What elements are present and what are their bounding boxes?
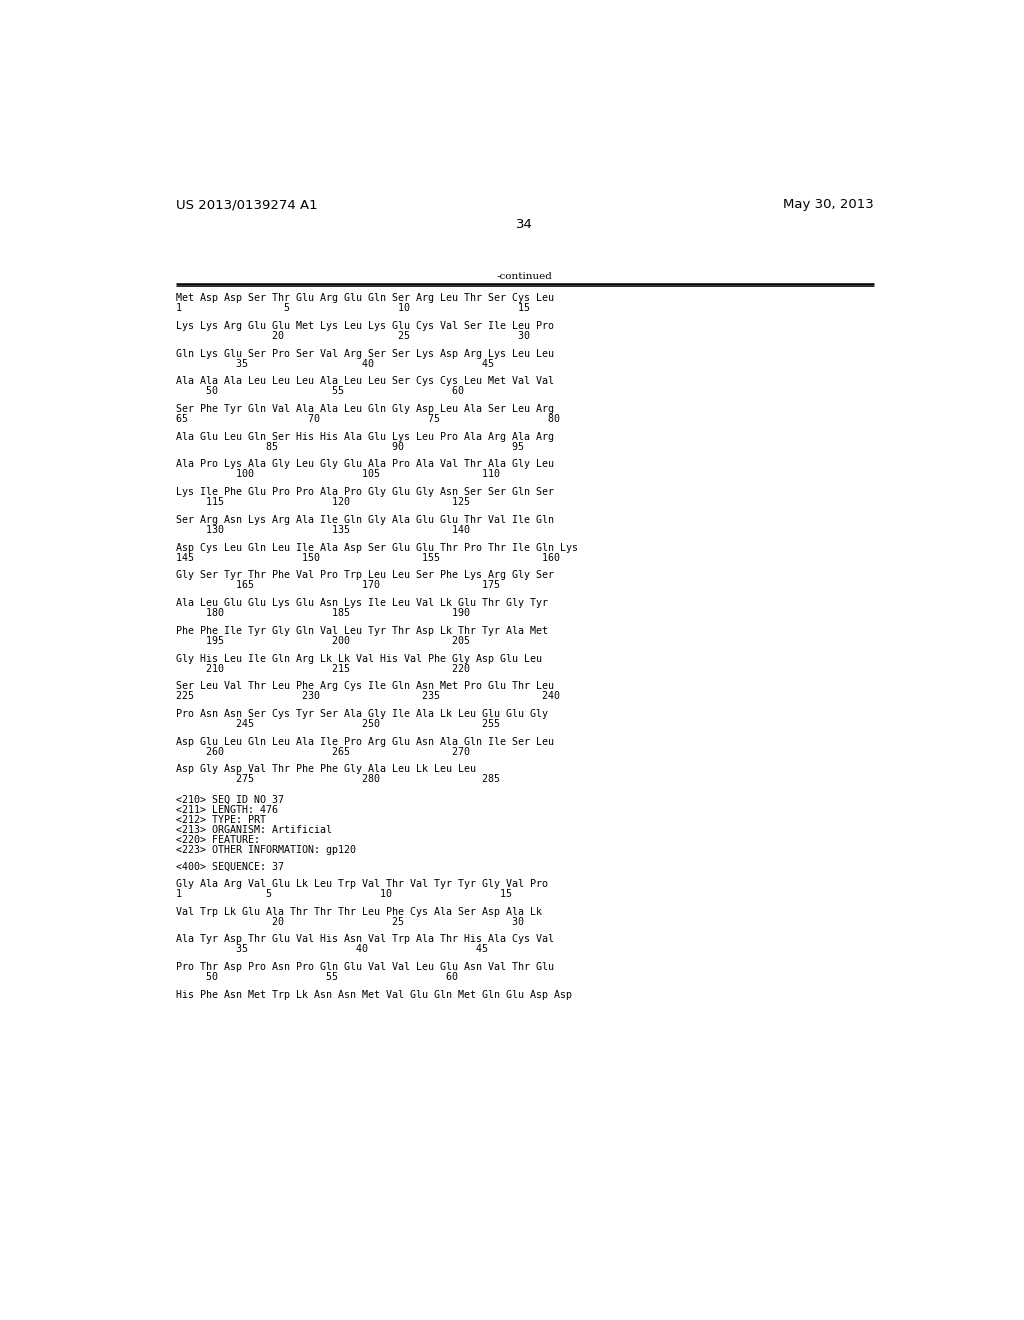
Text: 130                  135                 140: 130 135 140: [176, 525, 470, 535]
Text: <211> LENGTH: 476: <211> LENGTH: 476: [176, 805, 279, 816]
Text: <400> SEQUENCE: 37: <400> SEQUENCE: 37: [176, 861, 284, 871]
Text: 210                  215                 220: 210 215 220: [176, 664, 470, 673]
Text: 260                  265                 270: 260 265 270: [176, 747, 470, 756]
Text: Lys Ile Phe Glu Pro Pro Ala Pro Gly Glu Gly Asn Ser Ser Gln Ser: Lys Ile Phe Glu Pro Pro Ala Pro Gly Glu …: [176, 487, 554, 498]
Text: 145                  150                 155                 160: 145 150 155 160: [176, 553, 560, 562]
Text: Gly His Leu Ile Gln Arg Lk Lk Val His Val Phe Gly Asp Glu Leu: Gly His Leu Ile Gln Arg Lk Lk Val His Va…: [176, 653, 542, 664]
Text: 275                  280                 285: 275 280 285: [176, 775, 500, 784]
Text: 180                  185                 190: 180 185 190: [176, 609, 470, 618]
Text: Ser Leu Val Thr Leu Phe Arg Cys Ile Gln Asn Met Pro Glu Thr Leu: Ser Leu Val Thr Leu Phe Arg Cys Ile Gln …: [176, 681, 554, 692]
Text: US 2013/0139274 A1: US 2013/0139274 A1: [176, 198, 317, 211]
Text: 245                  250                 255: 245 250 255: [176, 719, 500, 729]
Text: Gly Ala Arg Val Glu Lk Leu Trp Val Thr Val Tyr Tyr Gly Val Pro: Gly Ala Arg Val Glu Lk Leu Trp Val Thr V…: [176, 879, 548, 888]
Text: -continued: -continued: [497, 272, 553, 281]
Text: Pro Asn Asn Ser Cys Tyr Ser Ala Gly Ile Ala Lk Leu Glu Glu Gly: Pro Asn Asn Ser Cys Tyr Ser Ala Gly Ile …: [176, 709, 548, 719]
Text: 1              5                  10                  15: 1 5 10 15: [176, 888, 512, 899]
Text: Gln Lys Glu Ser Pro Ser Val Arg Ser Ser Lys Asp Arg Lys Leu Leu: Gln Lys Glu Ser Pro Ser Val Arg Ser Ser …: [176, 348, 554, 359]
Text: 20                   25                  30: 20 25 30: [176, 331, 530, 341]
Text: 225                  230                 235                 240: 225 230 235 240: [176, 692, 560, 701]
Text: 35                   40                  45: 35 40 45: [176, 359, 494, 368]
Text: Ala Glu Leu Gln Ser His His Ala Glu Lys Leu Pro Ala Arg Ala Arg: Ala Glu Leu Gln Ser His His Ala Glu Lys …: [176, 432, 554, 442]
Text: <213> ORGANISM: Artificial: <213> ORGANISM: Artificial: [176, 825, 332, 836]
Text: 50                   55                  60: 50 55 60: [176, 387, 464, 396]
Text: Pro Thr Asp Pro Asn Pro Gln Glu Val Val Leu Glu Asn Val Thr Glu: Pro Thr Asp Pro Asn Pro Gln Glu Val Val …: [176, 962, 554, 972]
Text: 50                  55                  60: 50 55 60: [176, 972, 458, 982]
Text: 65                    70                  75                  80: 65 70 75 80: [176, 414, 560, 424]
Text: His Phe Asn Met Trp Lk Asn Asn Met Val Glu Gln Met Gln Glu Asp Asp: His Phe Asn Met Trp Lk Asn Asn Met Val G…: [176, 990, 572, 999]
Text: Gly Ser Tyr Thr Phe Val Pro Trp Leu Leu Ser Phe Lys Arg Gly Ser: Gly Ser Tyr Thr Phe Val Pro Trp Leu Leu …: [176, 570, 554, 581]
Text: <223> OTHER INFORMATION: gp120: <223> OTHER INFORMATION: gp120: [176, 845, 356, 855]
Text: 100                  105                 110: 100 105 110: [176, 470, 500, 479]
Text: <212> TYPE: PRT: <212> TYPE: PRT: [176, 816, 266, 825]
Text: Phe Phe Ile Tyr Gly Gln Val Leu Tyr Thr Asp Lk Thr Tyr Ala Met: Phe Phe Ile Tyr Gly Gln Val Leu Tyr Thr …: [176, 626, 548, 636]
Text: <220> FEATURE:: <220> FEATURE:: [176, 836, 260, 845]
Text: 195                  200                 205: 195 200 205: [176, 636, 470, 645]
Text: Ser Phe Tyr Gln Val Ala Ala Leu Gln Gly Asp Leu Ala Ser Leu Arg: Ser Phe Tyr Gln Val Ala Ala Leu Gln Gly …: [176, 404, 554, 414]
Text: Ser Arg Asn Lys Arg Ala Ile Gln Gly Ala Glu Glu Thr Val Ile Gln: Ser Arg Asn Lys Arg Ala Ile Gln Gly Ala …: [176, 515, 554, 525]
Text: <210> SEQ ID NO 37: <210> SEQ ID NO 37: [176, 795, 284, 805]
Text: Asp Cys Leu Gln Leu Ile Ala Asp Ser Glu Glu Thr Pro Thr Ile Gln Lys: Asp Cys Leu Gln Leu Ile Ala Asp Ser Glu …: [176, 543, 579, 553]
Text: Ala Ala Ala Leu Leu Leu Ala Leu Leu Ser Cys Cys Leu Met Val Val: Ala Ala Ala Leu Leu Leu Ala Leu Leu Ser …: [176, 376, 554, 387]
Text: May 30, 2013: May 30, 2013: [782, 198, 873, 211]
Text: Lys Lys Arg Glu Glu Met Lys Leu Lys Glu Cys Val Ser Ile Leu Pro: Lys Lys Arg Glu Glu Met Lys Leu Lys Glu …: [176, 321, 554, 331]
Text: Val Trp Lk Glu Ala Thr Thr Thr Leu Phe Cys Ala Ser Asp Ala Lk: Val Trp Lk Glu Ala Thr Thr Thr Leu Phe C…: [176, 907, 542, 916]
Text: 1                 5                  10                  15: 1 5 10 15: [176, 304, 530, 313]
Text: Ala Leu Glu Glu Lys Glu Asn Lys Ile Leu Val Lk Glu Thr Gly Tyr: Ala Leu Glu Glu Lys Glu Asn Lys Ile Leu …: [176, 598, 548, 609]
Text: Met Asp Asp Ser Thr Glu Arg Glu Gln Ser Arg Leu Thr Ser Cys Leu: Met Asp Asp Ser Thr Glu Arg Glu Gln Ser …: [176, 293, 554, 304]
Text: 165                  170                 175: 165 170 175: [176, 581, 500, 590]
Text: Asp Glu Leu Gln Leu Ala Ile Pro Arg Glu Asn Ala Gln Ile Ser Leu: Asp Glu Leu Gln Leu Ala Ile Pro Arg Glu …: [176, 737, 554, 747]
Text: 85                   90                  95: 85 90 95: [176, 442, 524, 451]
Text: Asp Gly Asp Val Thr Phe Phe Gly Ala Leu Lk Leu Leu: Asp Gly Asp Val Thr Phe Phe Gly Ala Leu …: [176, 764, 476, 775]
Text: 34: 34: [516, 218, 534, 231]
Text: 35                  40                  45: 35 40 45: [176, 944, 488, 954]
Text: Ala Tyr Asp Thr Glu Val His Asn Val Trp Ala Thr His Ala Cys Val: Ala Tyr Asp Thr Glu Val His Asn Val Trp …: [176, 935, 554, 944]
Text: 20                  25                  30: 20 25 30: [176, 916, 524, 927]
Text: 115                  120                 125: 115 120 125: [176, 498, 470, 507]
Text: Ala Pro Lys Ala Gly Leu Gly Glu Ala Pro Ala Val Thr Ala Gly Leu: Ala Pro Lys Ala Gly Leu Gly Glu Ala Pro …: [176, 459, 554, 470]
